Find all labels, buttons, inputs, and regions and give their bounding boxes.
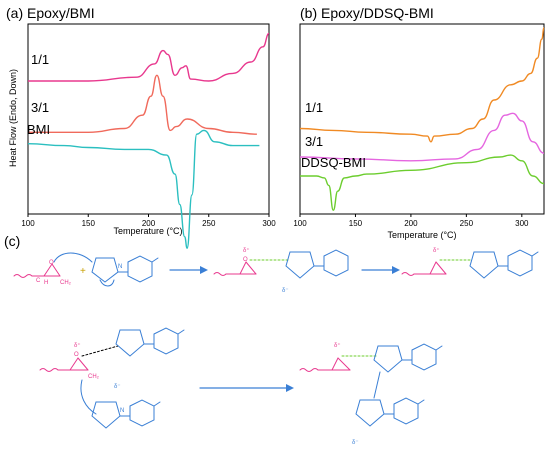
product-1: δ⁺ [401,247,539,279]
panel-b-series-label: 1/1 [305,100,323,115]
epoxy-h-label: H [44,280,48,286]
product-1-delta-plus: δ⁺ [433,247,440,254]
panel-b-tick-label: 300 [515,219,529,228]
intermediate-1-delta-minus: δ⁻ [282,288,289,294]
panel-a-series-label: 1/1 [31,52,49,67]
intermediate-1-delta-plus: δ⁺ [243,247,250,254]
reaction-arrow-3-head [286,384,294,392]
reactant-epoxy-1: O H CH₂ C [13,252,93,286]
row2-ch2: CH₂ [88,374,100,380]
row2-oxygen: O [74,352,79,358]
epoxy-c-label: C [36,278,41,284]
row2-n-label: N [120,408,124,414]
panel-a-x-ticks: 100 150 200 250 300 [21,214,276,228]
panel-b-series-label: DDSQ-BMI [301,155,366,170]
plus-sign: + [80,266,86,277]
panel-a-tick-label: 300 [262,219,276,228]
maleimide-n-label: N [118,264,122,270]
intermediate-1: δ⁺ O δ⁻ [213,247,349,294]
panel-b-series-label: 3/1 [305,134,323,149]
panel-b-xlabel: Temperature (°C) [387,230,456,240]
panel-a-ylabel: Heat Flow (Endo, Down) [8,69,18,167]
intermediate-1-oxygen: O [243,257,248,263]
panel-a: (a) Epoxy/BMI Heat Flow (Endo, Down) 100… [6,5,276,249]
panel-b-tick-label: 200 [404,219,418,228]
row2-delta-minus: δ⁻ [114,384,121,390]
panel-a-series-label: 3/1 [31,100,49,115]
panel-a-tick-label: 100 [21,219,35,228]
panel-b-tick-label: 250 [460,219,474,228]
panel-a-series-line [28,74,257,135]
reaction-arrow-2-head [392,266,400,274]
panel-c-label: (c) [4,233,20,249]
panel-b-series-line [299,154,545,211]
electron-arrow-1 [53,252,93,263]
panel-a-xlabel: Temperature (°C) [113,226,182,236]
maleimide-row2-bottom [91,399,161,429]
product-2-delta-minus: δ⁻ [352,440,359,446]
panel-b-tick-label: 100 [293,219,307,228]
maleimide-row2-top [115,327,185,357]
panel-b-plot-frame [299,23,545,215]
panel-a-title: (a) Epoxy/BMI [6,5,95,21]
reaction-arrow-1-head [200,266,208,274]
panel-a-tick-label: 250 [202,219,216,228]
product-2: δ⁺ δ⁻ [299,342,443,446]
panel-a-tick-label: 200 [142,219,156,228]
row2-delta-plus: δ⁺ [74,342,81,349]
panel-a-series-label: BMI [27,122,50,137]
panel-b-series-line [299,27,545,143]
panel-b-title: (b) Epoxy/DDSQ-BMI [300,5,434,21]
epoxy-oxygen-label: O [49,260,54,266]
panel-a-series: 1/1 3/1 BMI [27,32,270,249]
panel-a-series-line [28,32,270,82]
mechanism-scheme: O H CH₂ C + N δ⁺ O [13,247,539,446]
row2-dashed-bond [81,345,119,357]
product-2-delta-plus: δ⁺ [334,342,341,349]
maleimide-1 [91,255,159,287]
panel-a-tick-label: 150 [82,219,96,228]
panel-b: (b) Epoxy/DDSQ-BMI 100 150 200 250 300 1/1 3/… [293,5,545,240]
panel-b-series: 1/1 3/1 DDSQ-BMI [299,27,545,211]
panel-b-series-line [299,112,545,162]
panel-a-series-line [27,129,260,249]
panel-b-x-ticks: 100 150 200 250 300 [293,214,529,228]
epoxy-ch2-label: CH₂ [60,280,72,286]
panel-a-plot-frame [27,23,270,215]
reactant-epoxy-2: δ⁺ O CH₂ [39,342,119,415]
panel-b-tick-label: 150 [349,219,363,228]
